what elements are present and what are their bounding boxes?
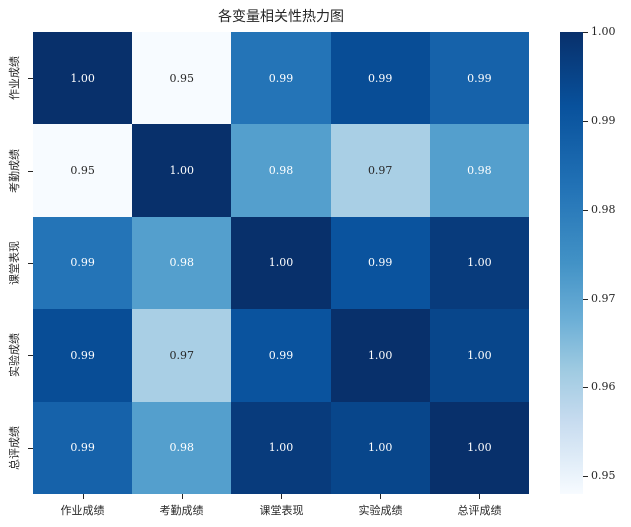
y-tick bbox=[28, 171, 33, 172]
y-tick-label: 课堂表现 bbox=[8, 241, 21, 285]
heatmap-cell: 1.00 bbox=[330, 401, 430, 494]
heatmap-cell: 0.99 bbox=[330, 32, 430, 125]
colorbar-tick bbox=[583, 476, 588, 477]
y-tick bbox=[28, 263, 33, 264]
y-tick-label: 作业成绩 bbox=[8, 56, 21, 100]
heatmap-cell: 0.99 bbox=[231, 32, 331, 125]
heatmap-cell: 0.98 bbox=[132, 401, 232, 494]
heatmap-cell: 0.98 bbox=[132, 216, 232, 310]
colorbar-tick-label: 0.96 bbox=[591, 380, 616, 393]
heatmap-cell: 0.95 bbox=[132, 32, 232, 125]
y-tick-label: 考勤成绩 bbox=[8, 149, 21, 193]
y-tick bbox=[28, 355, 33, 356]
y-tick-label: 总评成绩 bbox=[8, 426, 21, 470]
y-tick bbox=[28, 78, 33, 79]
heatmap-cell: 0.99 bbox=[33, 216, 133, 310]
heatmap-cell: 1.00 bbox=[231, 216, 331, 310]
heatmap-cell: 0.97 bbox=[330, 124, 430, 217]
x-tick bbox=[281, 494, 282, 499]
x-tick bbox=[479, 494, 480, 499]
colorbar bbox=[560, 32, 583, 494]
heatmap-cell: 0.98 bbox=[231, 124, 331, 217]
heatmap-cell: 1.00 bbox=[429, 309, 529, 402]
x-tick bbox=[83, 494, 84, 499]
heatmap-cell: 1.00 bbox=[429, 401, 529, 494]
heatmap-cell: 0.97 bbox=[132, 309, 232, 402]
x-tick-label: 总评成绩 bbox=[457, 504, 502, 517]
y-tick bbox=[28, 448, 33, 449]
colorbar-tick-label: 0.95 bbox=[591, 469, 616, 482]
heatmap-cell: 1.00 bbox=[231, 401, 331, 494]
heatmap-cell: 0.99 bbox=[33, 401, 133, 494]
colorbar-tick-label: 0.98 bbox=[591, 203, 616, 216]
heatmap-cell: 0.99 bbox=[330, 216, 430, 310]
colorbar-tick bbox=[583, 299, 588, 300]
heatmap-cell: 0.99 bbox=[231, 309, 331, 402]
colorbar-tick bbox=[583, 210, 588, 211]
heatmap-cell: 0.98 bbox=[429, 124, 529, 217]
heatmap-cell: 0.99 bbox=[429, 32, 529, 125]
colorbar-tick bbox=[583, 32, 588, 33]
x-tick-label: 实验成绩 bbox=[358, 504, 403, 517]
heatmap-grid: 1.00 0.95 0.99 0.99 0.99 0.95 1.00 0.98 0.97 0.98… bbox=[33, 32, 529, 494]
chart-title: 各变量相关性热力图 bbox=[218, 9, 344, 25]
heatmap-cell: 0.99 bbox=[33, 309, 133, 402]
x-tick bbox=[182, 494, 183, 499]
heatmap-cell: 1.00 bbox=[429, 216, 529, 310]
x-tick-label: 课堂表现 bbox=[259, 504, 304, 517]
heatmap-cell: 0.95 bbox=[33, 124, 133, 217]
x-tick-label: 作业成绩 bbox=[60, 504, 105, 517]
colorbar-tick-label: 0.97 bbox=[591, 292, 616, 305]
x-tick-label: 考勤成绩 bbox=[159, 504, 204, 517]
colorbar-tick bbox=[583, 387, 588, 388]
y-tick-label: 实验成绩 bbox=[8, 333, 21, 377]
x-tick bbox=[380, 494, 381, 499]
colorbar-tick bbox=[583, 121, 588, 122]
heatmap-cell: 1.00 bbox=[330, 309, 430, 402]
colorbar-tick-label: 0.99 bbox=[591, 114, 616, 127]
heatmap-cell: 1.00 bbox=[33, 32, 133, 125]
colorbar-tick-label: 1.00 bbox=[591, 25, 616, 38]
heatmap-cell: 1.00 bbox=[132, 124, 232, 217]
